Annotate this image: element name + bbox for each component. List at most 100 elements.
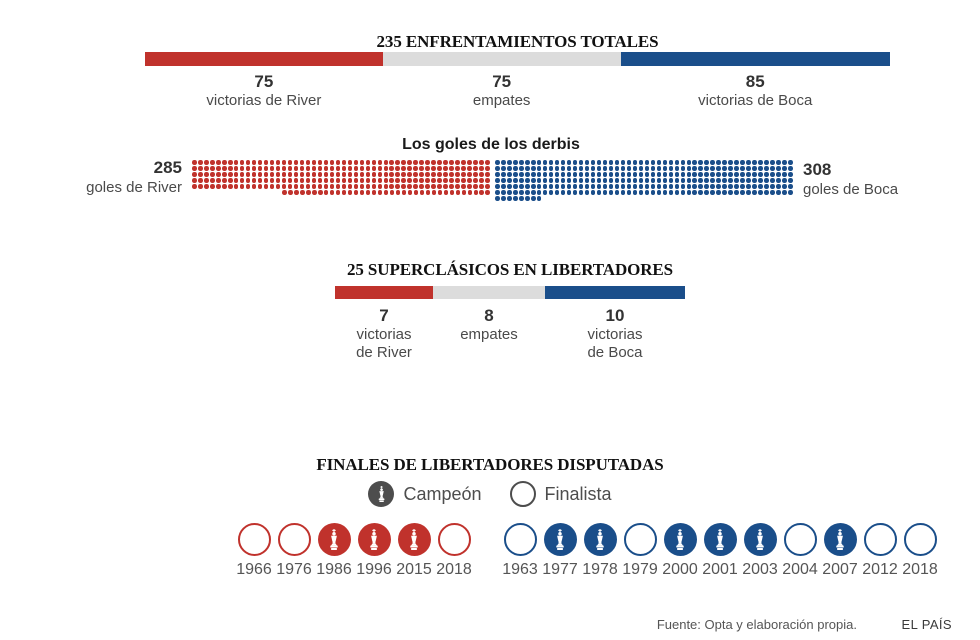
goal-dot	[500, 160, 506, 165]
goal-dot	[746, 160, 751, 165]
goals-boca-label: goles de Boca	[803, 181, 899, 198]
goal-dot	[614, 178, 620, 183]
goal-dot	[227, 178, 233, 183]
legend-item-campeon: Campeón	[368, 481, 482, 507]
goal-dot	[752, 190, 757, 195]
goal-dot	[413, 166, 419, 171]
goal-dot	[698, 178, 704, 183]
goal-dot	[698, 190, 704, 195]
goal-dot	[680, 172, 686, 177]
goal-dot	[662, 184, 668, 189]
final-river-1966: 1966	[234, 523, 274, 579]
finals-river-group: 1966 1976 1986 1996 2015 2018	[234, 523, 474, 579]
goal-dot	[788, 178, 793, 183]
goal-dot	[329, 178, 335, 183]
goal-dot	[239, 184, 245, 189]
goal-dot	[560, 166, 566, 171]
goal-dot	[353, 166, 359, 171]
goal-dot	[518, 166, 524, 171]
goal-dot	[311, 178, 317, 183]
goal-dot	[518, 184, 524, 189]
goal-dot	[443, 184, 448, 189]
goal-dot	[644, 190, 650, 195]
goal-dot	[512, 166, 518, 171]
bar-segment-boca	[620, 52, 890, 66]
dot-row	[495, 160, 795, 166]
goal-dot	[716, 166, 722, 171]
dot-row	[495, 196, 795, 202]
goal-dot	[329, 160, 335, 165]
goal-dot	[413, 190, 419, 195]
bar-category-label: empates	[460, 326, 518, 343]
goal-dot	[431, 166, 436, 171]
goal-dot	[437, 172, 442, 177]
goal-dot	[221, 184, 227, 189]
bar-segment-river	[145, 52, 383, 66]
goal-dot	[425, 166, 430, 171]
goal-dot	[203, 178, 209, 183]
goal-dot	[512, 172, 518, 177]
goal-dot	[479, 172, 484, 177]
goal-dot	[584, 184, 590, 189]
goal-dot	[614, 166, 620, 171]
goal-dot	[788, 172, 793, 177]
goal-dot	[578, 178, 584, 183]
goal-dot	[590, 172, 596, 177]
goal-dot	[371, 166, 377, 171]
champion-trophy-icon	[357, 523, 391, 556]
goal-dot	[524, 166, 530, 171]
goal-dot	[668, 184, 674, 189]
goal-dot	[500, 166, 506, 171]
goal-dot	[485, 160, 490, 165]
goal-dot	[680, 190, 686, 195]
goal-dot	[548, 166, 554, 171]
goal-dot	[728, 166, 733, 171]
bar-label-draw: 8 empates	[433, 305, 545, 362]
goal-dot	[764, 172, 769, 177]
final-boca-1977: 1977	[540, 523, 580, 579]
goal-dot	[692, 184, 698, 189]
goal-dot	[644, 184, 650, 189]
goal-dot	[443, 172, 448, 177]
goal-dot	[656, 160, 662, 165]
bar-label-boca: 85 victorias de Boca	[621, 71, 890, 110]
goal-dot	[407, 166, 413, 171]
goal-dot	[209, 184, 215, 189]
champion-trophy-icon	[743, 523, 777, 556]
goal-dot	[467, 184, 472, 189]
trophy-icon	[676, 529, 684, 550]
goal-dot	[596, 178, 602, 183]
goal-dot	[473, 178, 478, 183]
goal-dot	[413, 184, 419, 189]
goal-dot	[680, 184, 686, 189]
goal-dot	[752, 184, 757, 189]
goal-dot	[425, 190, 431, 195]
goal-dot	[584, 166, 590, 171]
goal-dot	[317, 178, 323, 183]
final-river-2015: 2015	[394, 523, 434, 579]
goal-dot	[500, 196, 506, 201]
goal-dot	[251, 172, 257, 177]
final-boca-2004: 2004	[780, 523, 820, 579]
goal-dot	[680, 178, 686, 183]
goal-dot	[692, 166, 698, 171]
goal-dot	[692, 190, 698, 195]
final-year-label: 1976	[276, 561, 312, 578]
goal-dot	[506, 172, 512, 177]
goal-dot	[632, 178, 638, 183]
goal-dot	[311, 190, 317, 195]
goal-dot	[371, 172, 377, 177]
goal-dot	[638, 160, 644, 165]
goal-dot	[341, 172, 347, 177]
goal-dot	[407, 190, 413, 195]
goal-dot	[269, 178, 275, 183]
goal-dot	[227, 184, 233, 189]
goal-dot	[752, 178, 757, 183]
goal-dot	[698, 160, 704, 165]
goal-dot	[746, 166, 751, 171]
goal-dot	[495, 184, 500, 189]
goal-dot	[347, 166, 353, 171]
goal-dot	[263, 166, 269, 171]
goal-dot	[554, 160, 560, 165]
goal-dot	[431, 184, 436, 189]
